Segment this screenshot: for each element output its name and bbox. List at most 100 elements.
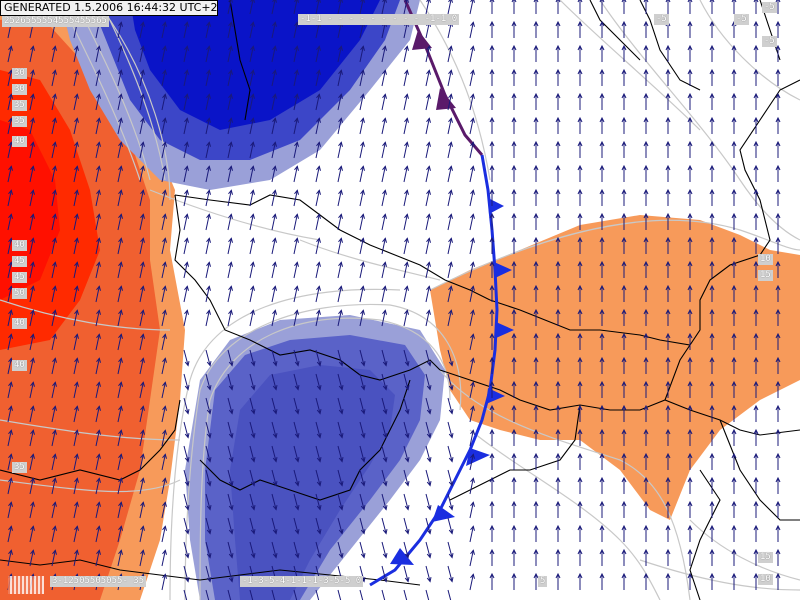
wind-arrow <box>293 0 298 15</box>
wind-arrow <box>447 142 452 159</box>
wind-arrow <box>469 238 474 255</box>
wind-arrow <box>95 430 100 447</box>
wind-arrow-head <box>30 357 35 363</box>
wind-arrow-head <box>489 164 495 171</box>
wind-arrow <box>271 118 276 135</box>
wind-arrow-head <box>753 572 759 579</box>
wind-arrow-head <box>599 92 605 99</box>
wind-arrow <box>161 22 166 39</box>
wind-arrow-head <box>599 380 605 387</box>
wind-arrow-head <box>577 68 583 75</box>
legend-stripe <box>8 576 44 594</box>
wind-arrow-head <box>360 237 365 243</box>
wind-arrow <box>51 550 56 567</box>
wind-arrow-head <box>643 548 649 555</box>
wind-arrow <box>315 0 320 15</box>
wind-arrow <box>73 46 78 63</box>
wind-arrow-head <box>74 381 79 387</box>
wind-arrow-head <box>272 0 277 3</box>
wind-arrow <box>227 541 233 558</box>
wind-arrow <box>403 262 408 279</box>
wind-arrow-head <box>687 452 693 459</box>
wind-arrow-head <box>533 188 539 195</box>
wind-arrow <box>315 190 320 207</box>
wind-arrow <box>403 421 409 438</box>
wind-arrow-head <box>709 452 715 459</box>
wind-arrow <box>293 421 299 438</box>
wind-arrow-head <box>228 165 233 171</box>
wind-arrow <box>139 310 144 327</box>
wind-arrow-head <box>533 44 539 51</box>
wind-arrow-head <box>621 20 627 27</box>
wind-arrow-head <box>316 456 322 463</box>
wind-arrow-head <box>448 528 454 535</box>
wind-arrow <box>227 70 232 87</box>
wind-arrow-head <box>184 21 189 27</box>
wind-arrow <box>117 502 122 519</box>
wind-arrow-head <box>753 524 759 531</box>
wind-arrow <box>315 493 321 510</box>
wind-arrow-head <box>470 141 475 147</box>
wind-arrow-head <box>52 381 57 387</box>
wind-arrow <box>249 22 254 39</box>
front-triangle <box>432 505 455 522</box>
wind-arrow <box>447 541 453 558</box>
wind-arrow <box>29 94 34 111</box>
wind-arrow <box>293 310 298 327</box>
wind-arrow-head <box>731 284 737 291</box>
wind-arrow <box>337 286 342 303</box>
wind-arrow <box>403 142 408 159</box>
wind-arrow-head <box>511 524 517 531</box>
wind-arrow-head <box>52 549 57 555</box>
wind-arrow <box>95 454 100 471</box>
wind-arrow <box>315 469 321 486</box>
wind-arrow-head <box>30 477 35 483</box>
wind-arrow-head <box>272 360 278 367</box>
wind-arrow-head <box>577 140 583 147</box>
wind-arrow <box>469 454 474 471</box>
wind-arrow-head <box>599 284 605 291</box>
wind-arrow-head <box>250 432 256 439</box>
wind-arrow <box>403 373 409 390</box>
wind-arrow-head <box>533 380 539 387</box>
wind-arrow-head <box>96 309 101 315</box>
wind-arrow-head <box>228 504 234 511</box>
wind-arrow-head <box>577 356 583 363</box>
wind-arrow-head <box>753 380 759 387</box>
wind-arrow-head <box>360 504 366 511</box>
wind-arrow-head <box>643 380 649 387</box>
wind-arrow-head <box>140 165 145 171</box>
wind-arrow-head <box>96 549 101 555</box>
wind-arrow <box>469 0 474 15</box>
wind-arrow-head <box>8 381 13 387</box>
wind-arrow <box>139 430 144 447</box>
wind-arrow-head <box>140 285 145 291</box>
wind-arrow-head <box>52 501 57 507</box>
front-triangle <box>466 448 490 466</box>
wind-arrow <box>271 397 277 414</box>
wind-arrow <box>381 469 387 486</box>
wind-arrow-head <box>52 117 57 123</box>
wind-arrow <box>161 334 166 351</box>
wind-arrow-head <box>599 476 605 483</box>
wind-arrow <box>205 310 210 327</box>
wind-arrow-head <box>731 500 737 507</box>
wind-arrow-head <box>162 93 167 99</box>
wind-arrow-head <box>382 189 387 195</box>
wind-arrow-head <box>731 524 737 531</box>
wind-arrow-head <box>533 428 539 435</box>
wind-arrow <box>7 214 12 231</box>
wind-arrow <box>95 406 100 423</box>
wind-arrow-head <box>753 284 759 291</box>
wind-arrow-head <box>206 528 212 535</box>
wind-arrow <box>425 373 431 390</box>
wind-arrow-head <box>382 408 388 415</box>
wind-arrow <box>469 46 474 63</box>
wind-arrow-head <box>228 384 234 391</box>
wind-arrow-head <box>74 261 79 267</box>
wind-arrow-head <box>709 92 715 99</box>
wind-arrow-head <box>753 452 759 459</box>
wind-arrow <box>469 70 474 87</box>
wind-arrow <box>403 541 409 558</box>
wind-arrow <box>29 214 34 231</box>
